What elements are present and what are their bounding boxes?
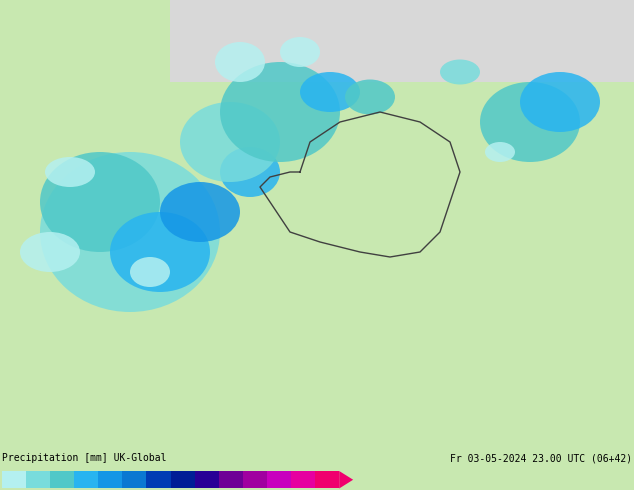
Bar bbox=[26, 471, 50, 489]
Bar bbox=[291, 471, 315, 489]
Text: Precipitation [mm] UK-Global: Precipitation [mm] UK-Global bbox=[2, 453, 166, 463]
Bar bbox=[74, 471, 98, 489]
Bar bbox=[2, 471, 26, 489]
Ellipse shape bbox=[300, 72, 360, 112]
Ellipse shape bbox=[110, 212, 210, 292]
Ellipse shape bbox=[520, 72, 600, 132]
Ellipse shape bbox=[345, 79, 395, 115]
Bar bbox=[171, 471, 195, 489]
Bar bbox=[219, 471, 243, 489]
Polygon shape bbox=[339, 471, 353, 489]
Bar bbox=[243, 471, 267, 489]
Bar bbox=[267, 471, 291, 489]
Ellipse shape bbox=[280, 37, 320, 67]
Ellipse shape bbox=[220, 147, 280, 197]
Bar bbox=[98, 471, 122, 489]
FancyBboxPatch shape bbox=[0, 0, 634, 452]
Bar bbox=[146, 471, 171, 489]
Ellipse shape bbox=[40, 152, 220, 312]
Ellipse shape bbox=[440, 59, 480, 84]
Text: Fr 03-05-2024 23.00 UTC (06+42): Fr 03-05-2024 23.00 UTC (06+42) bbox=[450, 453, 632, 463]
Bar bbox=[195, 471, 219, 489]
Ellipse shape bbox=[480, 82, 580, 162]
FancyBboxPatch shape bbox=[170, 0, 634, 82]
Ellipse shape bbox=[130, 257, 170, 287]
Ellipse shape bbox=[215, 42, 265, 82]
Bar bbox=[50, 471, 74, 489]
Ellipse shape bbox=[485, 142, 515, 162]
Ellipse shape bbox=[20, 232, 80, 272]
Ellipse shape bbox=[160, 182, 240, 242]
Ellipse shape bbox=[45, 157, 95, 187]
Bar bbox=[122, 471, 146, 489]
Ellipse shape bbox=[180, 102, 280, 182]
Ellipse shape bbox=[40, 152, 160, 252]
Ellipse shape bbox=[220, 62, 340, 162]
Bar bbox=[315, 471, 339, 489]
